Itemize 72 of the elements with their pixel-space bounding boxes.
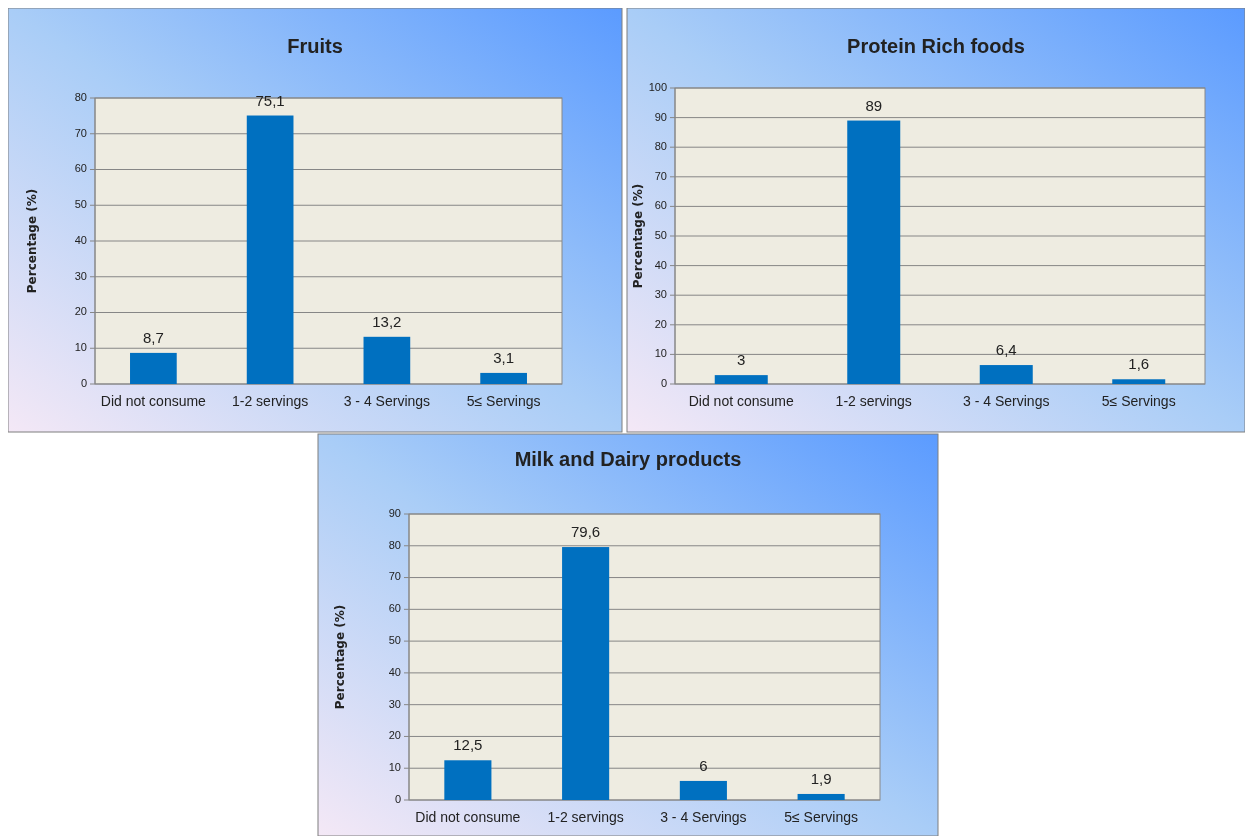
x-tick-label: 5≤ Servings [1101,393,1176,409]
data-label: 13,2 [372,312,402,330]
y-tick-label: 10 [74,341,87,354]
x-tick-label: 3 - 4 Servings [343,393,431,409]
bar [363,336,411,384]
y-tick-label: 80 [654,140,667,153]
x-tick-label: 5≤ Servings [784,809,859,825]
x-tick-label: Did not consume [100,393,207,409]
y-tick-label: 90 [388,506,401,519]
chart-title: Fruits [287,35,343,57]
data-label: 3,1 [493,348,515,366]
y-tick-label: 60 [74,162,87,175]
y-tick-label: 60 [388,602,401,615]
y-tick-label: 10 [654,347,667,360]
bar [562,547,610,800]
x-tick-label: Did not consume [415,809,521,825]
x-tick-label: 3 - 4 Servings [660,809,747,825]
y-tick-label: 20 [74,305,87,318]
data-label: 79,6 [571,523,601,541]
y-tick-label: 60 [654,199,667,212]
y-tick-label: 50 [654,228,667,241]
bar [480,372,527,384]
bar [130,352,177,384]
y-tick-label: 50 [388,634,401,647]
y-tick-label: 40 [74,233,87,246]
data-label: 6,4 [995,341,1017,359]
y-tick-label: 70 [74,126,87,139]
data-label: 6 [699,756,708,774]
x-tick-label: 1-2 servings [231,393,309,409]
x-tick-label: 5≤ Servings [466,393,541,409]
data-label: 1,9 [810,769,832,787]
y-tick-label: 30 [74,269,87,282]
y-axis-title: Percentage (%) [24,188,39,294]
data-label: 75,1 [255,91,285,109]
data-label: 12,5 [453,736,483,754]
x-tick-label: 1-2 servings [547,809,624,825]
data-label: 3 [737,351,746,369]
y-tick-label: 70 [388,570,401,583]
y-tick-label: 30 [388,697,401,710]
y-tick-label: 0 [80,376,87,389]
y-tick-label: 20 [654,317,667,330]
bar [679,780,727,800]
y-axis-title: Percentage (%) [332,604,347,710]
data-label: 1,6 [1128,355,1150,373]
x-tick-label: 1-2 servings [835,393,912,409]
x-tick-label: Did not consume [688,393,794,409]
chart-title: Milk and Dairy products [514,448,742,470]
chart-title: Protein Rich foods [847,35,1025,57]
data-label: 89 [865,96,883,114]
y-tick-label: 100 [648,80,667,93]
y-tick-label: 0 [394,792,401,805]
bar [444,760,492,800]
y-tick-label: 50 [74,198,87,211]
y-tick-label: 90 [654,110,667,123]
y-tick-label: 0 [660,376,667,389]
y-tick-label: 80 [388,538,401,551]
y-tick-label: 40 [654,258,667,271]
y-axis-title: Percentage (%) [630,183,645,289]
y-tick-label: 20 [388,729,401,742]
bar [1112,379,1166,384]
x-tick-label: 3 - 4 Servings [963,393,1050,409]
bar [714,375,768,384]
data-label: 8,7 [142,328,164,346]
bar [797,793,845,800]
bar [979,365,1033,384]
y-tick-label: 30 [654,288,667,301]
bar [847,120,901,384]
bar [246,115,294,384]
y-tick-label: 80 [74,90,87,103]
y-tick-label: 10 [388,761,401,774]
y-tick-label: 40 [388,665,401,678]
y-tick-label: 70 [654,169,667,182]
